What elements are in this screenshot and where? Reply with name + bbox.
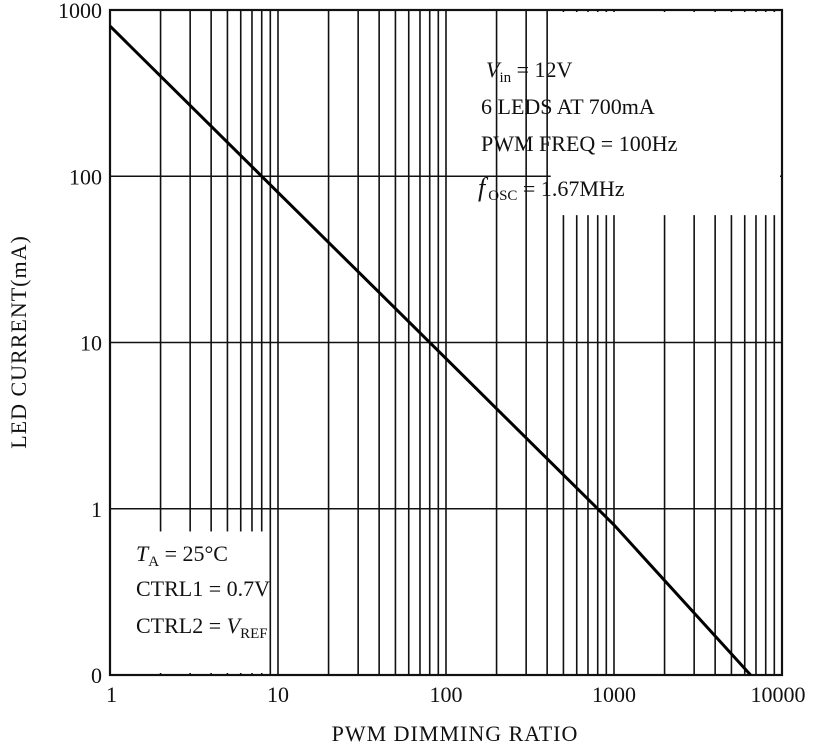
annotation-box-top-right xyxy=(550,12,780,216)
vin-value: = 12V xyxy=(511,57,572,82)
y-axis-title: LED CURRENT(mA) xyxy=(6,235,31,449)
fosc-subscript: OSC xyxy=(488,188,517,204)
annotation-ctrl2: CTRL2 = VREF xyxy=(136,613,268,642)
y-tick-labels: 0 1 10 100 1000 xyxy=(58,0,102,688)
ta-subscript: A xyxy=(148,554,159,570)
grid xyxy=(108,8,784,677)
vref-subscript: REF xyxy=(240,626,268,642)
ctrl2-prefix: CTRL2 = xyxy=(136,613,227,638)
fosc-value: = 1.67MHz xyxy=(517,176,624,201)
x-tick-label: 10000 xyxy=(751,682,806,707)
ta-value: = 25°C xyxy=(159,541,228,566)
ta-symbol: T xyxy=(136,541,150,566)
y-tick-label: 100 xyxy=(69,164,102,189)
fosc-symbol: f xyxy=(478,173,489,202)
annotation-box-bottom-left xyxy=(112,531,263,673)
y-tick-label: 10 xyxy=(80,331,102,356)
x-tick-label: 100 xyxy=(430,682,463,707)
annotation-fosc: f OSC = 1.67MHz xyxy=(478,173,625,204)
y-tick-label: 1000 xyxy=(58,0,102,23)
y-tick-label: 0 xyxy=(91,663,102,688)
x-tick-label: 1 xyxy=(106,682,117,707)
x-tick-labels: 1 10 100 1000 10000 xyxy=(106,682,806,707)
annotation-boxes xyxy=(112,12,780,673)
y-tick-label: 1 xyxy=(91,497,102,522)
annotation-ctrl1: CTRL1 = 0.7V xyxy=(136,576,270,601)
vin-subscript: in xyxy=(499,70,511,86)
series-layer xyxy=(108,25,752,677)
x-axis-title: PWM DIMMING RATIO xyxy=(332,721,579,746)
x-tick-label: 1000 xyxy=(592,682,636,707)
vin-symbol: V xyxy=(486,57,502,82)
annotation-vin: Vin = 12V xyxy=(486,57,573,86)
series-line xyxy=(108,25,752,677)
annotation-pwm-freq: PWM FREQ = 100Hz xyxy=(481,131,678,156)
plot-frame xyxy=(108,8,784,677)
x-tick-label: 10 xyxy=(267,682,289,707)
annotation-leds: 6 LEDS AT 700mA xyxy=(481,94,655,119)
vref-symbol: V xyxy=(227,613,243,638)
annotation-ta: TA = 25°C xyxy=(136,541,228,570)
